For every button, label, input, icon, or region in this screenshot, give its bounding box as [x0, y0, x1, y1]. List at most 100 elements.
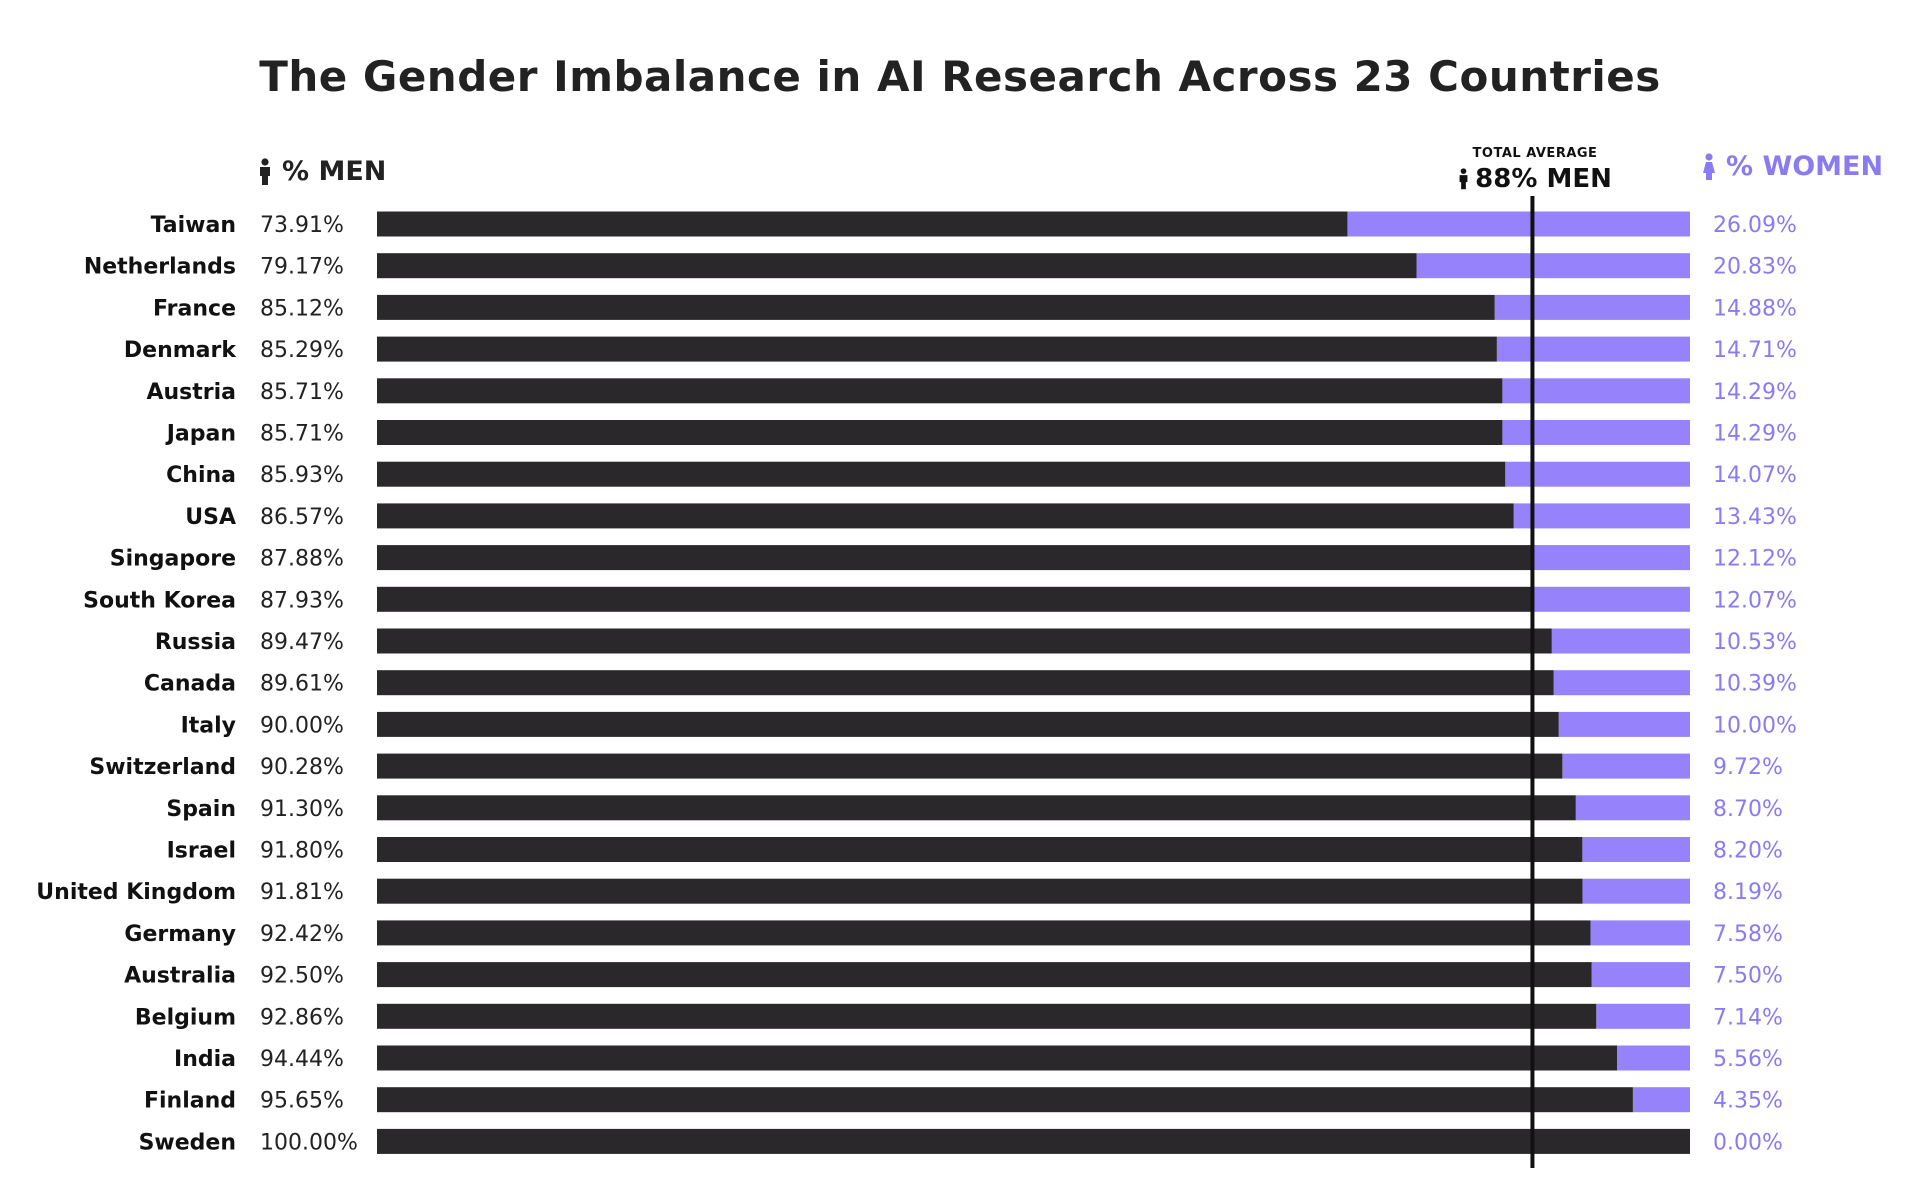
women-value-label: 13.43%	[1713, 505, 1797, 530]
country-label: India	[174, 1047, 236, 1072]
bar-women-1	[1416, 253, 1690, 279]
country-label: Austria	[146, 380, 236, 405]
men-value-label: 90.28%	[260, 755, 344, 780]
men-value-label: 100.00%	[260, 1130, 358, 1155]
men-value-label: 85.12%	[260, 296, 344, 321]
bar-men-17	[377, 920, 1591, 946]
country-label: Sweden	[139, 1130, 236, 1155]
bar-women-0	[1347, 211, 1690, 237]
women-value-label: 14.88%	[1713, 296, 1797, 321]
woman-icon	[1703, 152, 1715, 180]
man-icon	[260, 157, 270, 185]
women-value-label: 14.07%	[1713, 463, 1797, 488]
bar-women-2	[1494, 294, 1690, 320]
women-value-label: 7.14%	[1713, 1005, 1783, 1030]
bar-women-9	[1531, 586, 1690, 612]
average-value: 88% MEN	[1440, 164, 1630, 194]
bar-men-20	[377, 1045, 1617, 1071]
country-label: Russia	[155, 630, 236, 655]
bar-women-20	[1616, 1045, 1690, 1071]
bar-men-16	[377, 878, 1583, 904]
country-label: Belgium	[135, 1005, 236, 1030]
men-value-label: 73.91%	[260, 213, 344, 238]
bar-men-6	[377, 461, 1506, 487]
women-value-label: 10.53%	[1713, 630, 1797, 655]
bar-women-17	[1590, 920, 1690, 946]
women-value-label: 14.71%	[1713, 338, 1797, 363]
women-value-label: 10.39%	[1713, 672, 1797, 697]
bar-women-10	[1551, 628, 1690, 654]
bar-men-9	[377, 586, 1532, 612]
men-value-label: 89.61%	[260, 672, 344, 697]
men-header-label: % MEN	[282, 156, 387, 187]
bar-women-21	[1632, 1087, 1690, 1113]
bar-men-1	[377, 253, 1417, 279]
country-label: Taiwan	[151, 213, 236, 238]
country-label: Singapore	[110, 547, 236, 572]
men-value-label: 92.50%	[260, 964, 344, 989]
country-label: Israel	[167, 839, 236, 864]
average-value-label: 88% MEN	[1475, 164, 1612, 194]
men-value-label: 87.93%	[260, 588, 344, 613]
bar-men-15	[377, 837, 1583, 862]
men-value-label: 95.65%	[260, 1089, 344, 1114]
bar-women-7	[1513, 503, 1690, 529]
country-label: United Kingdom	[36, 880, 236, 905]
men-value-label: 92.42%	[260, 922, 344, 947]
bar-women-19	[1596, 1003, 1690, 1029]
bar-men-8	[377, 545, 1531, 571]
women-value-label: 7.50%	[1713, 964, 1783, 989]
women-value-label: 12.07%	[1713, 588, 1797, 613]
bar-men-13	[377, 753, 1563, 779]
men-value-label: 94.44%	[260, 1047, 344, 1072]
country-label: China	[166, 463, 236, 488]
bar-women-15	[1582, 837, 1690, 862]
country-label: Germany	[124, 922, 236, 947]
bar-women-16	[1582, 878, 1690, 904]
country-label: Finland	[144, 1089, 236, 1114]
country-label: Australia	[124, 964, 236, 989]
bar-men-2	[377, 294, 1495, 320]
bar-women-13	[1562, 753, 1690, 779]
women-value-label: 7.58%	[1713, 922, 1783, 947]
country-label: Spain	[166, 797, 236, 822]
bar-women-11	[1553, 670, 1690, 696]
men-value-label: 92.86%	[260, 1005, 344, 1030]
women-value-label: 20.83%	[1713, 255, 1797, 280]
women-value-label: 10.00%	[1713, 713, 1797, 738]
bar-men-7	[377, 503, 1514, 529]
country-label: South Korea	[83, 588, 236, 613]
bar-men-5	[377, 420, 1503, 445]
bar-women-6	[1505, 461, 1690, 487]
men-value-label: 89.47%	[260, 630, 344, 655]
country-label: Switzerland	[89, 755, 236, 780]
women-value-label: 4.35%	[1713, 1089, 1783, 1114]
bar-men-0	[377, 211, 1348, 237]
bar-men-4	[377, 378, 1503, 404]
women-value-label: 14.29%	[1713, 380, 1797, 405]
bar-men-12	[377, 711, 1559, 737]
men-value-label: 86.57%	[260, 505, 344, 530]
women-value-label: 0.00%	[1713, 1130, 1783, 1155]
country-label: Italy	[181, 713, 236, 738]
man-icon	[1459, 168, 1468, 190]
men-value-label: 85.71%	[260, 380, 344, 405]
country-label: Denmark	[124, 338, 237, 363]
men-value-label: 85.71%	[260, 422, 344, 447]
women-header-label: % WOMEN	[1726, 151, 1884, 182]
country-label: Japan	[165, 422, 236, 447]
bar-women-3	[1496, 336, 1690, 362]
bar-men-10	[377, 628, 1552, 654]
women-value-label: 14.29%	[1713, 422, 1797, 447]
men-value-label: 87.88%	[260, 547, 344, 572]
women-value-label: 9.72%	[1713, 755, 1783, 780]
men-value-label: 90.00%	[260, 713, 344, 738]
bar-men-21	[377, 1087, 1633, 1113]
women-value-label: 26.09%	[1713, 213, 1797, 238]
bar-women-18	[1591, 962, 1690, 988]
men-value-label: 85.93%	[260, 463, 344, 488]
bar-men-19	[377, 1003, 1597, 1029]
bar-men-14	[377, 795, 1576, 821]
bar-women-14	[1575, 795, 1690, 821]
